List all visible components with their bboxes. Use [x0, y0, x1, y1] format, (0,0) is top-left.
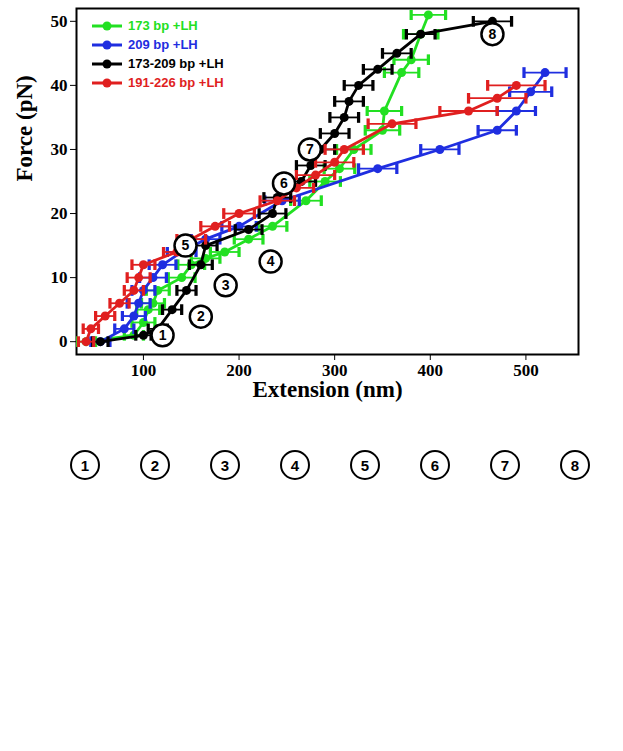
- svg-text:100: 100: [131, 361, 157, 380]
- svg-text:8: 8: [489, 26, 497, 42]
- svg-text:1: 1: [159, 327, 167, 343]
- svg-text:7: 7: [306, 141, 314, 157]
- html-text:3: 3: [220, 456, 230, 474]
- html-text:209 bp +LH: 209 bp +LH: [128, 37, 198, 52]
- svg-text:6: 6: [280, 175, 288, 191]
- html-text:191-226 bp +LH: 191-226 bp +LH: [128, 75, 224, 90]
- svg-text:300: 300: [321, 360, 348, 380]
- svg-text:500: 500: [513, 361, 539, 380]
- svg-text:Extension (nm): Extension (nm): [252, 377, 402, 402]
- svg-text:50: 50: [51, 12, 68, 31]
- svg-text:0: 0: [59, 332, 68, 351]
- html-text:6: 6: [430, 456, 440, 474]
- html-text:173 bp +LH: 173 bp +LH: [128, 18, 198, 33]
- svg-text:400: 400: [418, 361, 444, 380]
- svg-text:20: 20: [51, 204, 68, 223]
- html-text:7: 7: [500, 456, 510, 474]
- html-text:4: 4: [290, 456, 300, 474]
- svg-text:200: 200: [226, 361, 252, 380]
- svg-text:3: 3: [222, 277, 230, 293]
- html-text:2: 2: [150, 456, 160, 474]
- svg-text:5: 5: [182, 237, 190, 253]
- html-text:1: 1: [80, 456, 90, 474]
- svg-text:4: 4: [267, 253, 275, 269]
- svg-text:30: 30: [51, 140, 68, 159]
- html-text:8: 8: [570, 456, 580, 474]
- svg-text:40: 40: [51, 76, 68, 95]
- svg-text:10: 10: [51, 268, 68, 287]
- html-text:5: 5: [360, 456, 370, 474]
- html-text:173-209 bp +LH: 173-209 bp +LH: [128, 56, 224, 71]
- svg-text:2: 2: [197, 308, 205, 324]
- svg-text:Force (pN): Force (pN): [12, 75, 37, 181]
